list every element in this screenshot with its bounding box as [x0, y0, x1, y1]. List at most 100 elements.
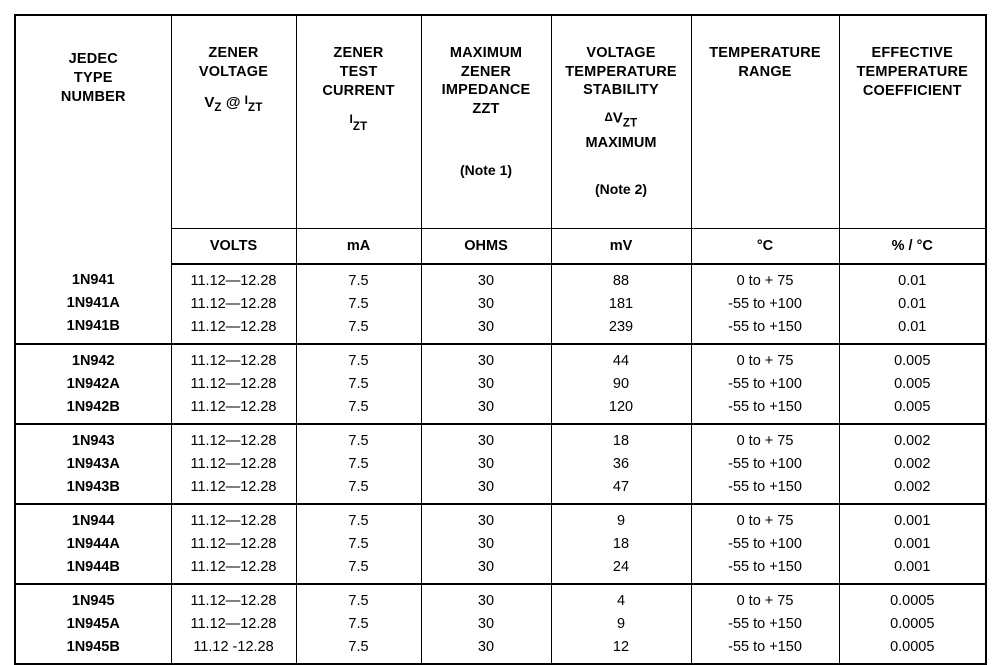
zener-voltage: 11.12—12.28: [190, 558, 277, 575]
voltage-temperature-stability: 9: [616, 615, 626, 632]
voltage-temperature-stability: 18: [612, 432, 630, 449]
zener-voltage-stack: 11.12—12.28 11.12—12.28 11.12—12.28: [172, 265, 296, 343]
max-zener-impedance: 30: [477, 352, 495, 369]
voltage-temperature-stability-stack: 18 36 47: [552, 425, 691, 503]
temperature-range: -55 to +150: [728, 615, 802, 632]
effective-temperature-coefficient: 0.001: [894, 512, 931, 529]
zener-test-current-stack: 7.5 7.5 7.5: [297, 425, 421, 503]
header-line: EFFECTIVE: [871, 45, 954, 61]
voltage-temperature-stability: 36: [612, 455, 630, 472]
zener-voltage: 11.12—12.28: [190, 398, 277, 415]
header-line: NUMBER: [60, 89, 126, 105]
header-line: COEFFICIENT: [862, 83, 962, 99]
cell-temperature-range: 0 to + 75 -55 to +100 -55 to +150: [690, 504, 840, 585]
unit-max-zener-impedance: OHMS: [420, 228, 552, 265]
cell-max-zener-impedance: 30 30 30: [420, 504, 552, 585]
header-line: ZENER: [460, 63, 512, 80]
header-line: MAXIMUM: [449, 45, 523, 61]
max-zener-impedance: 30: [477, 478, 495, 495]
cell-effective-temperature-coefficient: 0.005 0.005 0.005: [838, 344, 987, 425]
zener-voltage: 11.12—12.28: [190, 375, 277, 392]
symbol-izt: IZT: [297, 110, 421, 136]
zener-diode-spec-table-container: JEDEC TYPE NUMBER ZENER VOLTAGE VZ @ IZT…: [14, 14, 987, 665]
zener-voltage-stack: 11.12—12.28 11.12—12.28 11.12—12.28: [172, 345, 296, 423]
zener-voltage: 11.12—12.28: [190, 455, 277, 472]
temperature-range: 0 to + 75: [736, 352, 794, 369]
zener-test-current: 7.5: [348, 558, 369, 575]
max-zener-impedance-stack: 30 30 30: [422, 265, 551, 343]
symbol-delta-v-zt: ΔVZT: [552, 109, 691, 133]
temperature-range-stack: 0 to + 75 -55 to +150 -55 to +150: [692, 585, 839, 663]
effective-temperature-coefficient: 0.01: [898, 318, 927, 335]
type-number: 1N941: [71, 272, 115, 288]
cell-voltage-temperature-stability: 18 36 47: [550, 424, 692, 505]
effective-temperature-coefficient-stack: 0.005 0.005 0.005: [840, 345, 986, 423]
cell-max-zener-impedance: 30 30 30: [420, 344, 552, 425]
max-zener-impedance: 30: [477, 558, 495, 575]
cell-temperature-range: 0 to + 75 -55 to +100 -55 to +150: [690, 424, 840, 505]
cell-effective-temperature-coefficient: 0.002 0.002 0.002: [838, 424, 987, 505]
zener-voltage: 11.12—12.28: [190, 432, 277, 449]
cell-effective-temperature-coefficient: 0.01 0.01 0.01: [838, 264, 987, 345]
max-zener-impedance: 30: [477, 455, 495, 472]
header-line: TEST: [339, 64, 378, 80]
column-header-zener-test-current: ZENER TEST CURRENT IZT: [295, 15, 422, 229]
temperature-range: -55 to +150: [728, 638, 802, 655]
table-row: 1N945 1N945A 1N945B 11.12—12.28 11.12—12…: [14, 584, 987, 664]
voltage-temperature-stability: 12: [612, 638, 630, 655]
type-number: 1N943: [71, 432, 115, 449]
zener-test-current: 7.5: [348, 478, 369, 495]
voltage-temperature-stability: 239: [608, 318, 634, 335]
max-zener-impedance: 30: [477, 375, 495, 392]
temperature-range-stack: 0 to + 75 -55 to +100 -55 to +150: [692, 425, 839, 503]
unit-effective-temperature-coefficient: % / °C: [838, 228, 987, 265]
max-zener-impedance: 30: [477, 512, 495, 529]
type-number: 1N945: [71, 592, 115, 609]
header-line: TEMPERATURE: [709, 45, 821, 61]
symbol-base-v: V: [204, 94, 215, 111]
voltage-temperature-stability-stack: 9 18 24: [552, 505, 691, 583]
zener-test-current-stack: 7.5 7.5 7.5: [297, 585, 421, 663]
unit-temperature-range: °C: [690, 228, 840, 265]
header-line: RANGE: [738, 64, 792, 80]
voltage-temperature-stability-stack: 4 9 12: [552, 585, 691, 663]
cell-zener-voltage: 11.12—12.28 11.12—12.28 11.12—12.28: [170, 264, 297, 345]
temperature-range: 0 to + 75: [736, 272, 794, 289]
effective-temperature-coefficient: 0.01: [898, 295, 927, 312]
header-line: IMPEDANCE: [441, 82, 531, 98]
type-number-stack: 1N942 1N942A 1N942B: [16, 345, 171, 423]
effective-temperature-coefficient: 0.01: [898, 272, 927, 289]
effective-temperature-coefficient: 0.002: [894, 432, 931, 449]
cell-effective-temperature-coefficient: 0.0005 0.0005 0.0005: [838, 584, 987, 664]
effective-temperature-coefficient: 0.0005: [890, 638, 935, 655]
effective-temperature-coefficient: 0.005: [894, 352, 931, 369]
temperature-range: -55 to +150: [728, 398, 802, 415]
table-row: 1N941 1N941A 1N941B 11.12—12.28 11.12—12…: [14, 264, 987, 345]
cell-type-numbers: 1N944 1N944A 1N944B: [14, 504, 172, 585]
cell-temperature-range: 0 to + 75 -55 to +100 -55 to +150: [690, 264, 840, 345]
delta-glyph: Δ: [604, 111, 613, 124]
effective-temperature-coefficient-stack: 0.01 0.01 0.01: [840, 265, 986, 343]
zener-test-current: 7.5: [348, 375, 369, 392]
cell-temperature-range: 0 to + 75 -55 to +150 -55 to +150: [690, 584, 840, 664]
cell-voltage-temperature-stability: 44 90 120: [550, 344, 692, 425]
zener-voltage: 11.12—12.28: [190, 615, 277, 632]
column-header-effective-temperature-coefficient: EFFECTIVE TEMPERATURE COEFFICIENT: [838, 15, 987, 229]
symbol-base-i: I: [349, 112, 353, 126]
type-number-stack: 1N941 1N941A 1N941B: [16, 265, 171, 343]
column-header-voltage-temperature-stability: VOLTAGE TEMPERATURE STABILITY ΔVZT MAXIM…: [550, 15, 692, 229]
cell-temperature-range: 0 to + 75 -55 to +100 -55 to +150: [690, 344, 840, 425]
cell-type-numbers: 1N942 1N942A 1N942B: [14, 344, 172, 425]
effective-temperature-coefficient: 0.002: [894, 478, 931, 495]
effective-temperature-coefficient-stack: 0.0005 0.0005 0.0005: [840, 585, 986, 663]
zener-voltage: 11.12—12.28: [190, 318, 277, 335]
voltage-temperature-stability: 181: [608, 295, 634, 312]
max-zener-impedance: 30: [477, 432, 495, 449]
column-header-jedec-type-number: JEDEC TYPE NUMBER: [14, 15, 172, 264]
zener-test-current: 7.5: [348, 432, 369, 449]
max-zener-impedance: 30: [477, 295, 495, 312]
zener-voltage-stack: 11.12—12.28 11.12—12.28 11.12 -12.28: [172, 585, 296, 663]
zener-test-current-stack: 7.5 7.5 7.5: [297, 265, 421, 343]
header-line: ZENER: [208, 45, 259, 61]
type-number: 1N944A: [66, 535, 120, 552]
